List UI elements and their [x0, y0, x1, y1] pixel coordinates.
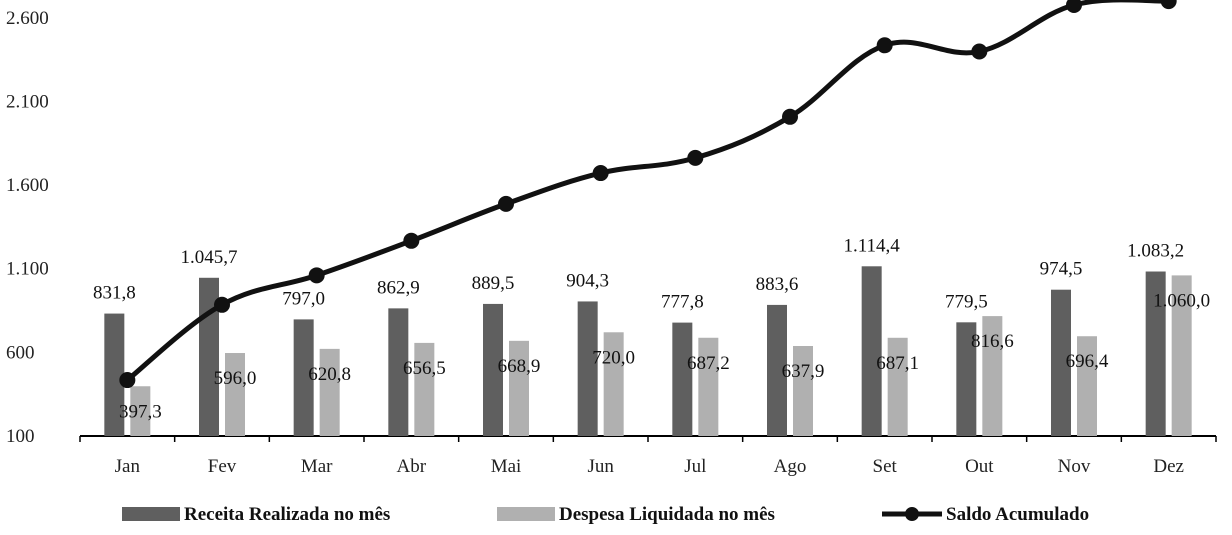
- x-tick-label: Abr: [397, 456, 427, 477]
- bar-despesa: [319, 348, 340, 436]
- data-label-despesa: 637,9: [782, 361, 825, 382]
- y-axis: 100 600 1.100 1.600 2.100 2.600: [6, 8, 49, 447]
- y-tick-label: 2.600: [6, 8, 49, 29]
- data-label-despesa: 696,4: [1066, 351, 1109, 372]
- data-label-receita: 862,9: [377, 277, 420, 298]
- y-tick-label: 1.100: [6, 259, 49, 280]
- bar-receita: [956, 322, 977, 436]
- data-label-receita: 831,8: [93, 283, 136, 304]
- data-label-receita: 1.083,2: [1127, 241, 1184, 262]
- bar-receita: [388, 308, 409, 436]
- legend-marker-saldo: [905, 507, 919, 521]
- data-label-despesa: 656,5: [403, 358, 446, 379]
- bar-despesa: [793, 346, 813, 436]
- saldo-point: [687, 149, 704, 166]
- legend: Receita Realizada no mês Despesa Liquidad…: [122, 504, 1089, 525]
- data-label-despesa: 687,1: [876, 353, 919, 374]
- bar-despesa: [414, 342, 435, 436]
- data-label-receita: 777,8: [661, 292, 704, 313]
- saldo-point: [592, 165, 609, 182]
- data-label-despesa: 620,8: [308, 364, 351, 385]
- x-tick-label: Out: [965, 456, 994, 477]
- data-label-receita: 883,6: [756, 274, 799, 295]
- saldo-point: [403, 232, 420, 249]
- x-tick-label: Mar: [301, 456, 333, 477]
- y-tick-label: 100: [6, 426, 35, 447]
- data-label-despesa: 596,0: [214, 368, 257, 389]
- saldo-point: [1066, 0, 1082, 13]
- data-label-receita: 1.114,4: [844, 235, 901, 256]
- bar-despesa: [225, 353, 245, 436]
- bar-despesa: [1171, 275, 1192, 436]
- bar-despesa: [1077, 336, 1097, 436]
- data-label-despesa: 1.060,0: [1153, 290, 1210, 311]
- bar-receita: [293, 319, 314, 436]
- bar-despesa: [603, 332, 624, 436]
- legend-swatch-receita: [122, 507, 180, 521]
- saldo-point: [971, 43, 988, 60]
- bar-despesa: [887, 337, 908, 436]
- bar-receita: [767, 304, 787, 436]
- bar-despesa: [982, 316, 1003, 436]
- x-axis: Jan Fev Mar Abr Mai Jun Jul Ago Set Out Nov Dez: [79, 435, 1217, 477]
- saldo-point: [876, 37, 893, 54]
- saldo-point: [782, 108, 798, 125]
- data-label-receita: 779,5: [945, 291, 988, 312]
- x-tick-label: Jul: [684, 456, 706, 477]
- x-tick-label: Mai: [491, 456, 522, 477]
- saldo-point: [119, 372, 136, 389]
- data-label-receita: 1.045,7: [181, 247, 238, 268]
- bar-receita: [861, 266, 882, 436]
- x-tick-label: Jun: [587, 456, 614, 477]
- legend-swatch-despesa: [497, 507, 555, 521]
- legend-label-despesa: Despesa Liquidada no mês: [559, 504, 775, 525]
- data-label-despesa: 687,2: [687, 353, 730, 374]
- data-label-receita: 797,0: [282, 288, 325, 309]
- bar-receita: [1051, 289, 1071, 436]
- data-label-despesa: 397,3: [119, 401, 162, 422]
- data-label-despesa: 816,6: [971, 331, 1014, 352]
- y-tick-label: 1.600: [6, 175, 49, 196]
- bar-receita: [1145, 271, 1166, 436]
- data-labels: 831,8 397,3 1.045,7 596,0 797,0 620,8 862,9 656…: [93, 235, 1210, 422]
- data-label-despesa: 668,9: [498, 356, 541, 377]
- x-tick-label: Nov: [1058, 456, 1091, 477]
- bar-receita: [104, 313, 125, 436]
- data-label-receita: 974,5: [1040, 259, 1083, 280]
- bar-receita: [483, 303, 503, 436]
- data-label-receita: 904,3: [566, 270, 609, 291]
- data-label-receita: 889,5: [472, 273, 515, 294]
- x-tick-label: Fev: [208, 456, 237, 477]
- saldo-line: [119, 0, 1177, 389]
- bar-despesa: [698, 337, 719, 436]
- x-tick-label: Ago: [774, 456, 807, 477]
- saldo-line-path: [125, 0, 1169, 382]
- x-tick-label: Jan: [115, 456, 141, 477]
- bar-despesa: [130, 386, 151, 436]
- y-tick-label: 2.100: [6, 91, 49, 112]
- legend-label-receita: Receita Realizada no mês: [184, 504, 390, 525]
- saldo-point: [1160, 0, 1177, 10]
- x-tick-label: Set: [873, 456, 898, 477]
- y-tick-label: 600: [6, 342, 35, 363]
- saldo-point: [498, 195, 514, 212]
- legend-label-saldo: Saldo Acumulado: [946, 504, 1089, 525]
- bars: [104, 266, 1192, 436]
- saldo-point: [308, 267, 325, 284]
- data-label-despesa: 720,0: [592, 347, 635, 368]
- bar-receita: [672, 322, 693, 436]
- bar-receita: [577, 301, 598, 436]
- x-tick-label: Dez: [1153, 456, 1184, 477]
- bar-despesa: [509, 340, 529, 436]
- saldo-point: [214, 296, 230, 313]
